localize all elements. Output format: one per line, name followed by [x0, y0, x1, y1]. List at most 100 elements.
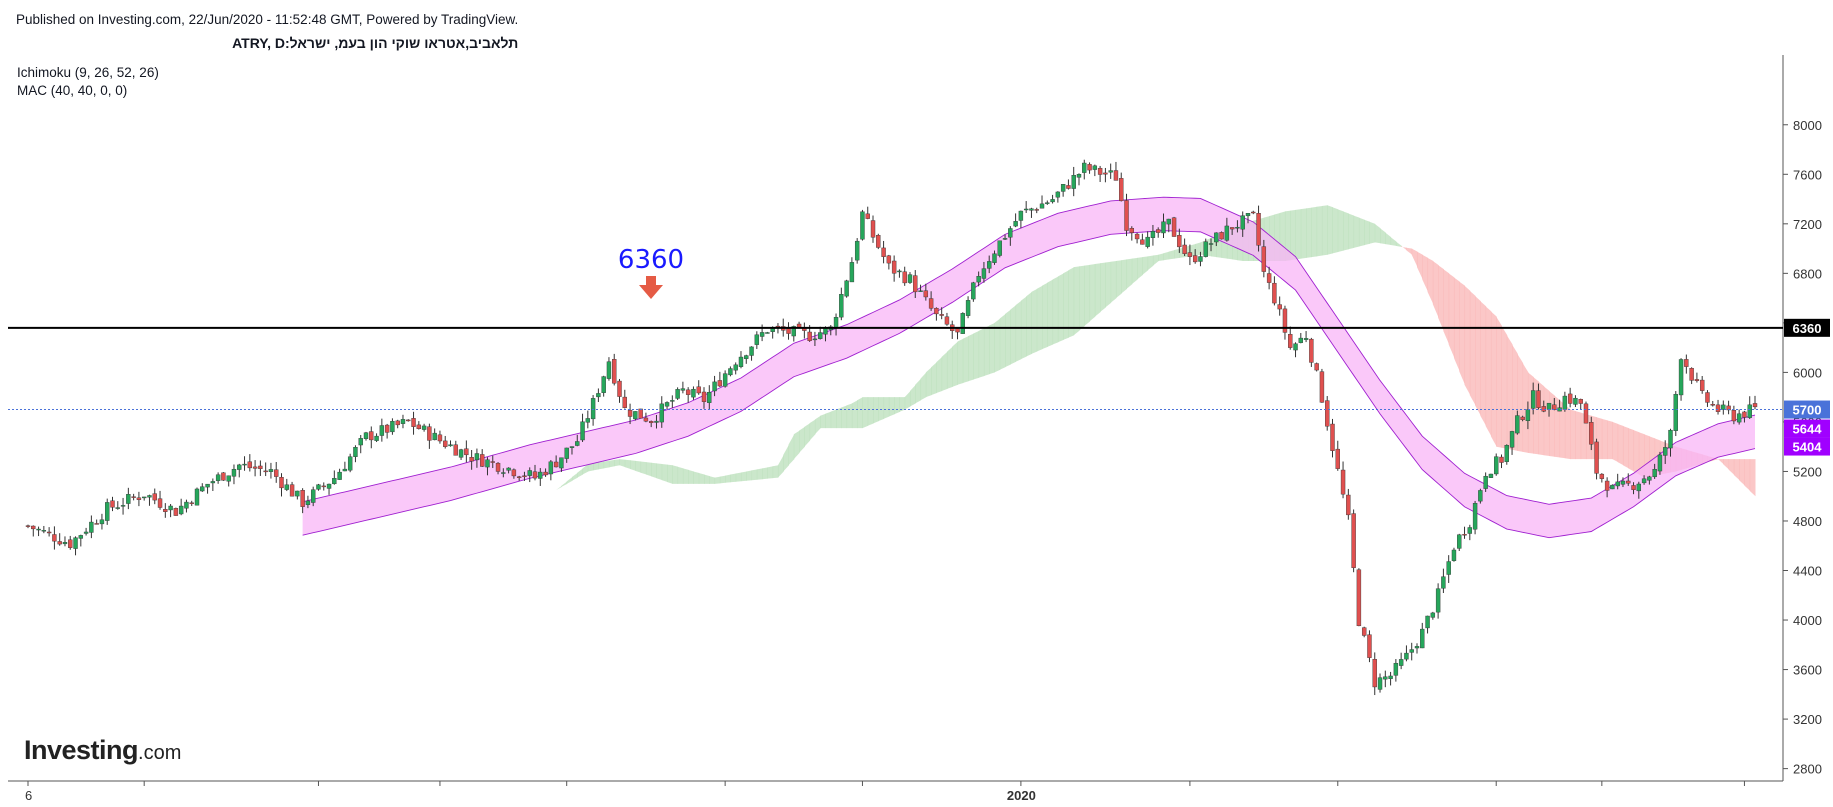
- candle-body: [263, 470, 268, 473]
- candle: [1573, 395, 1578, 408]
- candle: [1208, 238, 1214, 252]
- cloud-segment: [1522, 363, 1529, 453]
- candle-body: [833, 317, 839, 328]
- indicator-mac[interactable]: MAC (40, 40, 0, 0): [17, 83, 128, 98]
- candle-body: [1604, 480, 1610, 491]
- y-tick-label: 4800: [1793, 514, 1822, 529]
- candle-body: [997, 240, 1002, 256]
- indicator-ichimoku[interactable]: Ichimoku (9, 26, 52, 26): [17, 65, 159, 80]
- candle: [854, 238, 860, 264]
- candle: [110, 496, 115, 512]
- candle: [226, 475, 231, 487]
- candle-body: [485, 459, 490, 468]
- candle: [258, 460, 263, 476]
- candle: [205, 483, 210, 494]
- cloud-segment: [587, 463, 594, 472]
- candle: [485, 457, 490, 476]
- cloud-segment: [714, 476, 721, 484]
- candle: [1367, 630, 1372, 663]
- cloud-segment: [1501, 325, 1508, 449]
- candle: [421, 423, 427, 432]
- candle-body: [1678, 359, 1684, 396]
- candle: [321, 482, 326, 491]
- candle: [379, 418, 385, 442]
- candle-body: [569, 446, 575, 448]
- candle-body: [839, 294, 844, 318]
- candle: [1182, 238, 1187, 256]
- candle-body: [1615, 481, 1620, 487]
- y-tick-label: 6000: [1793, 365, 1822, 380]
- price-badge-box: [1784, 419, 1830, 438]
- candle: [1372, 652, 1377, 696]
- candle: [1684, 354, 1689, 374]
- candle-body: [152, 493, 157, 501]
- candle-body: [1060, 184, 1066, 192]
- candle-body: [538, 471, 543, 479]
- cloud-segment: [783, 444, 790, 472]
- cloud-segment: [1728, 459, 1735, 475]
- candle-body: [712, 381, 717, 392]
- cloud-segment: [873, 397, 879, 424]
- candle-body: [1229, 227, 1235, 230]
- candle-body: [1472, 503, 1478, 530]
- cloud-segment: [762, 467, 768, 480]
- candle: [1314, 362, 1319, 372]
- candle-body: [89, 521, 94, 533]
- candle-body: [99, 519, 105, 525]
- candle-body: [1752, 403, 1758, 408]
- candle-body: [638, 408, 643, 419]
- candle: [553, 455, 559, 468]
- candle: [1293, 342, 1298, 358]
- candle-body: [1715, 404, 1721, 412]
- candle: [274, 462, 279, 483]
- cloud-segment: [1438, 265, 1444, 332]
- cloud-segment: [1105, 261, 1112, 308]
- cloud-segment: [867, 397, 874, 426]
- cloud-segment: [677, 466, 684, 484]
- cloud-segment: [1416, 251, 1423, 280]
- candle-body: [443, 440, 448, 447]
- candle: [765, 331, 770, 334]
- candle: [1150, 224, 1156, 246]
- candles: [25, 159, 1758, 696]
- candle-body: [1055, 191, 1061, 198]
- cloud-segment: [1316, 206, 1323, 257]
- candle-body: [1742, 411, 1747, 418]
- candle-body: [796, 323, 802, 328]
- candle-body: [606, 361, 612, 379]
- cloud-segment: [999, 314, 1006, 370]
- candle-body: [913, 275, 918, 293]
- cloud-segment: [645, 462, 652, 477]
- candle-body: [73, 537, 78, 549]
- candle-body: [1092, 165, 1098, 170]
- candle: [1097, 165, 1103, 182]
- cloud-segment: [1718, 459, 1724, 465]
- candle-body: [105, 502, 110, 521]
- candle-body: [194, 488, 200, 506]
- candle: [934, 307, 939, 321]
- cloud-segment: [1348, 213, 1355, 250]
- cloud-segment: [1432, 260, 1439, 318]
- candle: [1092, 164, 1098, 177]
- candle: [1203, 238, 1208, 258]
- candle-body: [1736, 413, 1742, 423]
- candle-body: [1203, 241, 1208, 257]
- candle: [1076, 173, 1082, 186]
- candle: [105, 498, 110, 525]
- candle-body: [178, 505, 184, 515]
- candle-body: [928, 298, 934, 309]
- candle: [987, 255, 992, 274]
- candle-body: [585, 418, 591, 423]
- candle-body: [1340, 469, 1346, 495]
- candle: [992, 250, 997, 265]
- candle-body: [326, 483, 332, 489]
- cloud-segment: [1580, 412, 1587, 460]
- candle-body: [1562, 395, 1568, 410]
- candle-body: [1705, 392, 1710, 403]
- candle-body: [506, 467, 511, 471]
- cloud-segment: [1131, 257, 1138, 285]
- cloud-segment: [1311, 206, 1318, 258]
- cloud-segment: [909, 384, 916, 407]
- candle: [73, 536, 78, 556]
